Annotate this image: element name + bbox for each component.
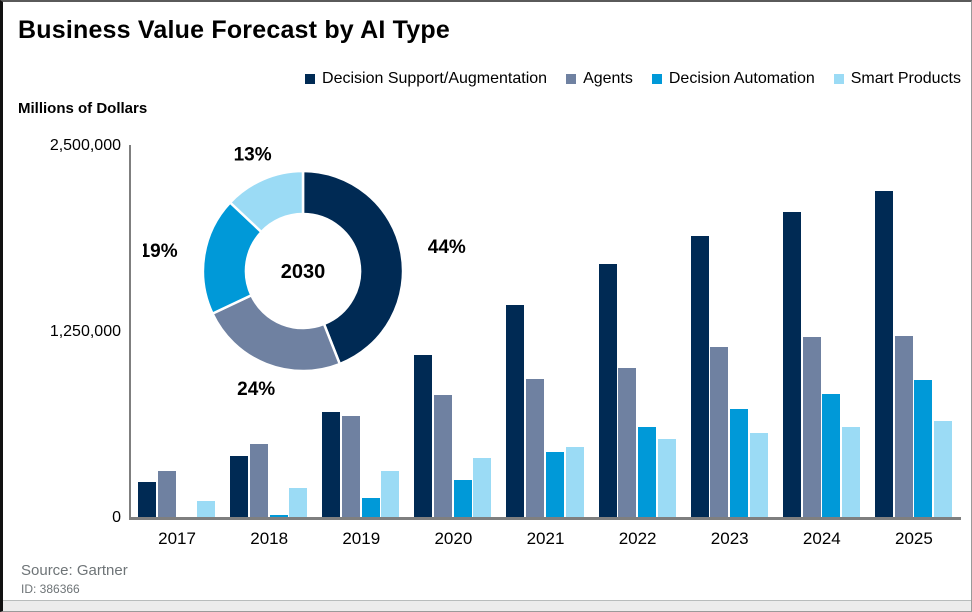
bar [506, 305, 525, 517]
donut-slice [301, 169, 405, 366]
donut-slice [210, 293, 342, 373]
y-axis [129, 145, 131, 517]
donut-slice [228, 169, 305, 234]
legend-swatch-icon [651, 74, 662, 84]
legend-swatch-icon [833, 74, 844, 84]
bar [749, 432, 768, 517]
x-tick-label: 2017 [158, 529, 196, 548]
bar [690, 235, 709, 517]
bar [289, 488, 308, 517]
donut-chart: 44% 24% 19% 13% 2030 [143, 144, 466, 400]
legend-swatch-icon [566, 74, 577, 84]
chart-legend: Decision Support/Augmentation Agents Decis… [305, 70, 961, 88]
legend-label: Decision Support/Augmentation [322, 70, 548, 87]
bar [269, 514, 288, 517]
bar [710, 347, 729, 517]
x-tick-label: 2024 [802, 529, 841, 548]
x-tick-label: 2020 [434, 529, 473, 548]
y-tick-label: 1,250,000 [49, 323, 121, 340]
bar [381, 470, 400, 517]
y-tick-label: 0 [112, 509, 121, 526]
x-axis [129, 517, 961, 520]
bar [230, 456, 249, 517]
legend-label: Decision Automation [668, 70, 815, 87]
donut-slice-label: 44% [428, 237, 466, 258]
donut-slice-label: 13% [234, 144, 272, 165]
bar [434, 395, 452, 517]
donut-center-label: 2030 [281, 261, 326, 283]
bar [138, 482, 156, 517]
legend-label: Agents [583, 70, 633, 87]
donut-slice-label: 19% [143, 241, 178, 262]
bar [565, 447, 584, 517]
bar [914, 380, 933, 517]
bar [598, 264, 617, 517]
x-tick-label: 2023 [710, 529, 749, 548]
bar [473, 458, 492, 517]
bar [802, 337, 821, 517]
legend-label: Smart Products [850, 70, 961, 87]
x-tick-label: 2021 [526, 529, 565, 548]
bottom-strip [3, 600, 971, 611]
bar [638, 427, 656, 517]
bar [782, 212, 801, 517]
bar [618, 368, 637, 517]
bar [414, 354, 433, 517]
legend-item: Smart Products [833, 70, 961, 88]
bar [934, 421, 952, 517]
bar [841, 427, 860, 517]
x-tick-label: 2022 [618, 529, 657, 548]
source-label: Source: Gartner [21, 562, 128, 579]
legend-item: Decision Automation [651, 70, 815, 88]
donut-slice-label: 24% [237, 379, 275, 400]
bar [526, 379, 545, 517]
bar [894, 336, 913, 517]
bar [341, 415, 360, 517]
bar [730, 409, 749, 517]
y-axis-title: Millions of Dollars [18, 100, 148, 117]
bar [157, 470, 176, 517]
bar [657, 438, 676, 517]
bar [822, 394, 841, 517]
x-tick-label: 2019 [342, 529, 381, 548]
doc-id-label: ID: 386366 [21, 582, 80, 596]
page-title: Business Value Forecast by AI Type [18, 16, 450, 44]
bar [361, 497, 380, 517]
x-tick-label: 2025 [895, 529, 933, 548]
y-tick-label: 2,500,000 [49, 137, 121, 154]
x-tick-label: 2018 [250, 529, 289, 548]
bar [197, 500, 216, 517]
bar [322, 412, 341, 517]
legend-item: Agents [566, 70, 633, 88]
bar [545, 452, 564, 517]
bar [249, 444, 268, 517]
legend-item: Decision Support/Augmentation [305, 70, 547, 88]
bar [453, 479, 472, 517]
bar [874, 191, 893, 517]
legend-swatch-icon [305, 74, 316, 84]
